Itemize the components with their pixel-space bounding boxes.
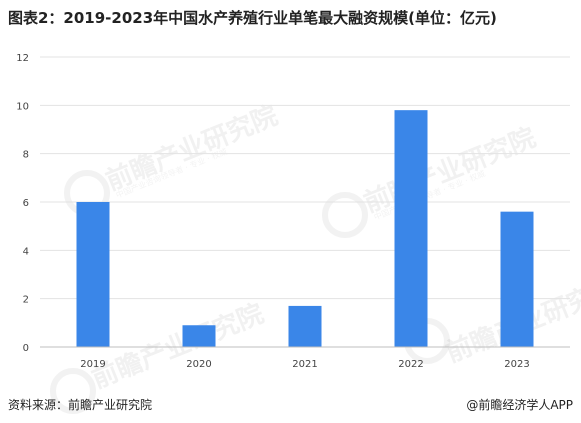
y-tick-label: 8 [23, 150, 29, 161]
source-note: 资料来源：前瞻产业研究院 [8, 398, 153, 412]
x-tick-label: 2022 [398, 359, 423, 370]
bar-2020 [182, 325, 216, 347]
bar-2022 [394, 110, 428, 348]
x-axis-tick-labels: 2019 2020 2021 2022 2023 [80, 359, 529, 370]
y-axis-tick-labels: 0 2 4 6 8 10 12 [16, 53, 29, 354]
bar-2023 [500, 211, 534, 347]
y-tick-label: 4 [23, 246, 29, 257]
chart-title: 图表2：2019-2023年中国水产养殖行业单笔最大融资规模(单位：亿元) [8, 9, 497, 27]
x-tick-label: 2019 [80, 359, 105, 370]
y-tick-label: 0 [23, 343, 29, 354]
x-tick-label: 2020 [186, 359, 211, 370]
x-tick-label: 2023 [504, 359, 529, 370]
y-tick-label: 12 [16, 53, 29, 64]
grid-lines [40, 56, 570, 300]
y-tick-label: 6 [23, 198, 29, 209]
bars [76, 110, 534, 348]
y-tick-label: 2 [23, 295, 29, 306]
x-tick-label: 2021 [292, 359, 317, 370]
bar-2019 [76, 202, 110, 347]
y-tick-label: 10 [16, 101, 29, 112]
brand-credit: @前瞻经济学人APP [466, 398, 573, 412]
bar-2021 [288, 305, 322, 347]
